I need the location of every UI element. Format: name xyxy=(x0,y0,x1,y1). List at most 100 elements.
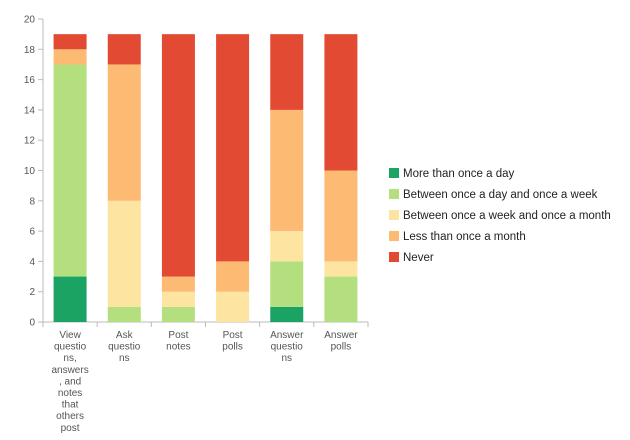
bar-segment xyxy=(324,34,358,171)
bar-stack xyxy=(53,34,87,322)
x-tick-label-line: Post xyxy=(223,330,243,341)
y-tick: 2 xyxy=(29,287,43,298)
y-tick: 12 xyxy=(24,136,43,147)
bar-segment xyxy=(107,34,141,65)
x-tick-label-text: Post notes xyxy=(166,330,190,353)
y-tick: 18 xyxy=(24,45,43,56)
y-tick-label: 14 xyxy=(24,105,36,116)
x-tick-label-text: Answer questio ns xyxy=(270,330,304,364)
y-tick: 6 xyxy=(29,227,43,238)
bar-segment xyxy=(53,49,87,65)
y-tick-label: 0 xyxy=(29,318,35,329)
bar-segment xyxy=(53,34,87,50)
y-axis: 0 2 4 6 8 10 12 14 16 18 20 xyxy=(24,15,44,329)
x-tick-label-line: questio xyxy=(54,342,87,353)
bar-segment xyxy=(216,34,250,262)
legend-item: Less than once a month xyxy=(389,231,526,243)
legend-label: Between once a week and once a month xyxy=(403,210,611,222)
bar-segment xyxy=(161,291,195,307)
bar-segment xyxy=(107,64,141,201)
legend-item: More than once a day xyxy=(389,168,514,180)
legend-item: Between once a day and once a week xyxy=(389,189,598,201)
y-tick: 16 xyxy=(24,75,43,86)
legend: More than once a day Between once a day a… xyxy=(389,168,611,264)
x-tick-label-text: Post polls xyxy=(222,330,243,353)
y-tick-label: 16 xyxy=(24,75,36,86)
y-tick-label: 12 xyxy=(24,136,36,147)
x-tick-label-line: that xyxy=(62,400,79,411)
bar-segment xyxy=(161,34,195,277)
y-tick: 20 xyxy=(24,15,43,26)
legend-swatch xyxy=(389,210,399,220)
legend-label: Between once a day and once a week xyxy=(403,189,598,201)
x-tick-label: Answer questio ns xyxy=(270,330,304,364)
legend-label: More than once a day xyxy=(403,168,514,180)
bar-stack xyxy=(107,34,141,322)
bar-segment xyxy=(107,306,141,322)
y-tick: 14 xyxy=(24,105,43,116)
bar-segment xyxy=(324,170,358,262)
x-tick-label-line: polls xyxy=(222,342,243,353)
y-tick-label: 10 xyxy=(24,166,36,177)
x-tick-label-line: ns xyxy=(119,353,130,364)
x-tick-label-line: post xyxy=(61,423,80,434)
x-tick-label-line: Answer xyxy=(324,330,358,341)
x-tick-label: Ask questio ns xyxy=(108,330,141,364)
bar-segment xyxy=(161,306,195,322)
bar-stack xyxy=(324,34,358,322)
x-tick-label-line: ns, xyxy=(63,353,76,364)
legend-item: Between once a week and once a month xyxy=(389,210,611,222)
x-tick-label: View questio ns, answers, and notes that other… xyxy=(51,330,88,434)
legend-label: Less than once a month xyxy=(403,231,526,243)
y-tick: 0 xyxy=(29,318,43,329)
x-tick-label: Answer polls xyxy=(324,330,358,353)
bar-segment xyxy=(161,276,195,292)
y-tick-label: 6 xyxy=(29,227,35,238)
legend-item: Never xyxy=(389,252,434,264)
bar-segment xyxy=(324,276,358,322)
bar-segment xyxy=(216,261,250,292)
x-tick-label-line: View xyxy=(59,330,81,341)
legend-swatch xyxy=(389,231,399,241)
y-tick: 10 xyxy=(24,166,43,177)
x-tick-label-line: questio xyxy=(108,342,141,353)
y-tick-label: 20 xyxy=(24,15,36,26)
bar-segment xyxy=(270,261,304,307)
x-tick-label-line: answers xyxy=(51,365,88,376)
bar-segment xyxy=(324,261,358,277)
x-tick-label-line: notes xyxy=(58,388,82,399)
x-tick-label-line: Post xyxy=(168,330,188,341)
y-tick-label: 2 xyxy=(29,287,35,298)
legend-swatch xyxy=(389,189,399,199)
bar-segment xyxy=(270,109,304,232)
y-tick: 8 xyxy=(29,196,43,207)
x-tick-label-line: polls xyxy=(331,342,352,353)
legend-swatch xyxy=(389,168,399,178)
bar-segment xyxy=(270,34,304,110)
x-tick-label-text: Answer polls xyxy=(324,330,358,353)
bar-segment xyxy=(270,231,304,262)
bar-segment xyxy=(216,291,250,322)
bar-segment xyxy=(53,276,87,322)
x-axis: View questio ns, answers, and notes that other… xyxy=(42,321,369,434)
x-tick-label-line: others xyxy=(56,411,84,422)
y-tick-label: 18 xyxy=(24,45,36,56)
x-tick-label-line: questio xyxy=(271,342,304,353)
bars xyxy=(53,34,358,322)
x-tick-label-line: ns xyxy=(281,353,292,364)
x-tick-label-text: View questio ns, answers, and notes that other… xyxy=(51,330,88,434)
x-tick-label: Post notes xyxy=(166,330,190,353)
x-tick-label-line: , and xyxy=(59,376,81,387)
y-tick: 4 xyxy=(29,257,43,268)
legend-label: Never xyxy=(403,252,434,264)
bar-segment xyxy=(107,200,141,307)
x-tick-label-line: Answer xyxy=(270,330,304,341)
bar-stack xyxy=(270,34,304,322)
y-tick-label: 4 xyxy=(29,257,35,268)
bar-stack xyxy=(161,34,195,322)
bar-segment xyxy=(270,306,304,322)
bar-segment xyxy=(53,64,87,277)
y-tick-label: 8 xyxy=(29,196,35,207)
x-tick-label-line: notes xyxy=(166,342,190,353)
